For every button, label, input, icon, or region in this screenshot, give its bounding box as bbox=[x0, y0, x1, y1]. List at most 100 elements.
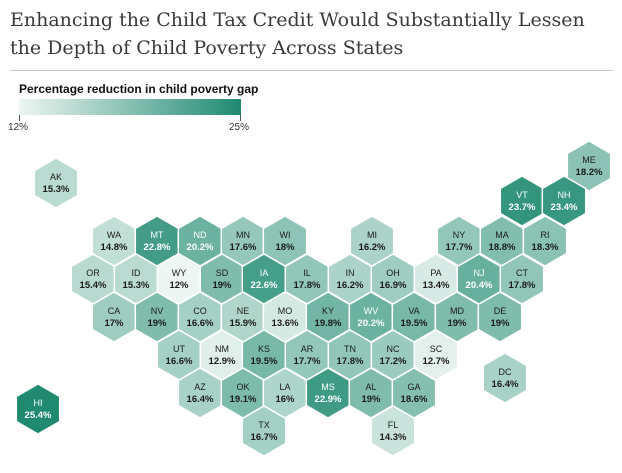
state-value-label: 18.2% bbox=[576, 167, 603, 178]
state-value-label: 22.6% bbox=[251, 280, 278, 291]
state-value-label: 19% bbox=[147, 318, 167, 329]
state-code-label: WY bbox=[172, 268, 187, 278]
state-code-label: MS bbox=[321, 382, 335, 392]
state-value-label: 13.4% bbox=[423, 280, 450, 291]
state-code-label: SD bbox=[216, 268, 229, 278]
chart-title: Enhancing the Child Tax Credit Would Sub… bbox=[10, 9, 585, 59]
state-value-label: 18% bbox=[275, 242, 295, 253]
state-value-label: 16.4% bbox=[492, 379, 519, 390]
state-code-label: HI bbox=[34, 398, 43, 408]
state-value-label: 17.8% bbox=[337, 356, 364, 367]
state-value-label: 13.6% bbox=[272, 318, 299, 329]
state-code-label: IA bbox=[260, 268, 269, 278]
state-code-label: GA bbox=[407, 382, 420, 392]
state-code-label: CO bbox=[193, 306, 207, 316]
state-hex-de: DE 19% bbox=[477, 291, 523, 343]
state-code-label: MN bbox=[236, 230, 250, 240]
state-value-label: 20.2% bbox=[358, 318, 385, 329]
state-code-label: NH bbox=[558, 190, 571, 200]
state-value-label: 15.9% bbox=[230, 318, 257, 329]
state-code-label: ID bbox=[132, 268, 142, 278]
state-value-label: 12.9% bbox=[209, 356, 236, 367]
state-code-label: CT bbox=[516, 268, 528, 278]
state-value-label: 19.5% bbox=[401, 318, 428, 329]
state-code-label: UT bbox=[173, 344, 185, 354]
state-code-label: AK bbox=[50, 172, 62, 182]
state-code-label: MO bbox=[278, 306, 293, 316]
state-value-label: 15.3% bbox=[43, 184, 70, 195]
state-code-label: TN bbox=[344, 344, 356, 354]
state-code-label: TX bbox=[258, 420, 270, 430]
state-code-label: IL bbox=[303, 268, 311, 278]
state-value-label: 19% bbox=[447, 318, 467, 329]
state-value-label: 25.4% bbox=[25, 410, 52, 421]
state-code-label: LA bbox=[279, 382, 290, 392]
state-code-label: WA bbox=[107, 230, 121, 240]
state-value-label: 17.6% bbox=[230, 242, 257, 253]
state-code-label: CA bbox=[108, 306, 121, 316]
state-hex-nh: NH 23.4% bbox=[541, 175, 587, 227]
state-code-label: DE bbox=[494, 306, 507, 316]
state-hex-shape bbox=[482, 352, 528, 404]
state-value-label: 19% bbox=[361, 394, 381, 405]
state-code-label: DC bbox=[499, 367, 512, 377]
state-code-label: WV bbox=[364, 306, 379, 316]
legend-tick-max bbox=[240, 115, 241, 121]
state-value-label: 15.3% bbox=[123, 280, 150, 291]
state-hex-shape bbox=[241, 405, 287, 457]
legend-max-label: 25% bbox=[229, 122, 250, 133]
state-value-label: 16% bbox=[275, 394, 295, 405]
state-value-label: 19.5% bbox=[251, 356, 278, 367]
state-code-label: SC bbox=[430, 344, 443, 354]
state-hex-ri: RI 18.3% bbox=[522, 215, 568, 267]
state-code-label: NY bbox=[453, 230, 466, 240]
state-code-label: NE bbox=[237, 306, 250, 316]
state-hex-shape bbox=[370, 405, 416, 457]
state-code-label: OK bbox=[236, 382, 249, 392]
state-value-label: 16.6% bbox=[187, 318, 214, 329]
state-value-label: 17.8% bbox=[294, 280, 321, 291]
state-value-label: 20.4% bbox=[466, 280, 493, 291]
state-hex-tx: TX 16.7% bbox=[241, 405, 287, 457]
state-code-label: KY bbox=[322, 306, 334, 316]
state-code-label: VA bbox=[408, 306, 419, 316]
state-code-label: FL bbox=[388, 420, 399, 430]
state-value-label: 17.2% bbox=[380, 356, 407, 367]
state-value-label: 19% bbox=[490, 318, 510, 329]
state-value-label: 16.2% bbox=[337, 280, 364, 291]
state-hex-shape bbox=[477, 291, 523, 343]
state-value-label: 19.8% bbox=[315, 318, 342, 329]
state-hex-shape bbox=[33, 157, 79, 209]
state-value-label: 19.1% bbox=[230, 394, 257, 405]
state-value-label: 16.2% bbox=[359, 242, 386, 253]
state-value-label: 16.4% bbox=[187, 394, 214, 405]
state-code-label: OH bbox=[386, 268, 400, 278]
state-value-label: 16.9% bbox=[380, 280, 407, 291]
state-hex-fl: FL 14.3% bbox=[370, 405, 416, 457]
state-code-label: ND bbox=[194, 230, 207, 240]
legend-color-scale bbox=[19, 99, 241, 115]
state-code-label: NC bbox=[387, 344, 400, 354]
state-value-label: 19% bbox=[212, 280, 232, 291]
state-code-label: AZ bbox=[194, 382, 206, 392]
state-code-label: OR bbox=[86, 268, 100, 278]
state-hex-dc: DC 16.4% bbox=[482, 352, 528, 404]
state-value-label: 16.6% bbox=[166, 356, 193, 367]
state-value-label: 22.9% bbox=[315, 394, 342, 405]
state-value-label: 12.7% bbox=[423, 356, 450, 367]
state-code-label: VT bbox=[516, 190, 528, 200]
state-value-label: 23.7% bbox=[509, 202, 536, 213]
state-value-label: 17.8% bbox=[509, 280, 536, 291]
state-code-label: NM bbox=[215, 344, 229, 354]
state-code-label: MI bbox=[367, 230, 377, 240]
state-hex-shape bbox=[522, 215, 568, 267]
state-code-label: PA bbox=[430, 268, 441, 278]
state-value-label: 17.7% bbox=[446, 242, 473, 253]
title-divider bbox=[10, 70, 613, 71]
legend-tick-min bbox=[19, 115, 20, 121]
state-value-label: 17% bbox=[104, 318, 124, 329]
state-code-label: MT bbox=[151, 230, 164, 240]
state-value-label: 16.7% bbox=[251, 432, 278, 443]
state-value-label: 18.3% bbox=[532, 242, 559, 253]
